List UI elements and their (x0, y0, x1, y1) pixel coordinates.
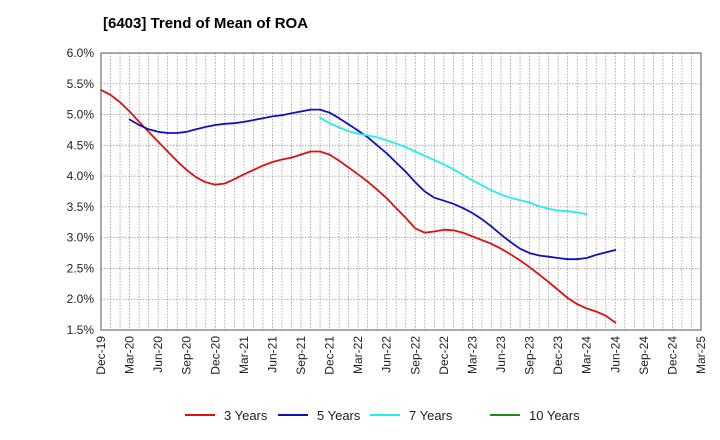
x-tick-label: Sep-24 (637, 336, 651, 375)
series-line-5-years (128, 108, 617, 261)
y-tick-label: 5.5% (67, 77, 95, 91)
x-tick-label: Mar-20 (123, 336, 137, 374)
x-tick-label: Dec-20 (208, 336, 222, 375)
plot-border (100, 52, 702, 331)
x-tick-label: Mar-25 (694, 336, 708, 374)
y-tick-label: 3.0% (67, 231, 95, 245)
y-axis-ticks: 1.5% 2.0% 2.5% 3.0% 3.5% 4.0% 4.5% 5.0% 5.5% 6.0% (67, 46, 95, 337)
x-tick-label: Jun-21 (265, 336, 279, 373)
y-tick-label: 3.5% (67, 200, 95, 214)
x-tick-label: Jun-22 (380, 336, 394, 373)
x-tick-label: Jun-23 (494, 336, 508, 373)
series-lines (100, 89, 617, 324)
legend-label: 3 Years (224, 408, 268, 423)
x-tick-label: Dec-23 (551, 336, 565, 375)
y-tick-label: 6.0% (67, 46, 95, 60)
y-tick-label: 4.5% (67, 138, 95, 152)
x-tick-label: Sep-22 (408, 336, 422, 375)
plot-area (101, 53, 701, 330)
vertical-grid (110, 53, 692, 330)
x-tick-label: Dec-21 (323, 336, 337, 375)
x-tick-label: Mar-21 (237, 336, 251, 374)
x-tick-label: Sep-23 (523, 336, 537, 375)
y-tick-label: 4.0% (67, 169, 95, 183)
y-tick-label: 2.0% (67, 292, 95, 306)
x-tick-label: Mar-24 (580, 336, 594, 374)
x-tick-label: Jun-20 (151, 336, 165, 373)
x-axis-ticks: Dec-19 Mar-20 Jun-20 Sep-20 Dec-20 Mar-21 Jun-… (94, 336, 708, 375)
chart-title: [6403] Trend of Mean of ROA (103, 15, 309, 32)
y-tick-label: 5.0% (67, 108, 95, 122)
x-tick-label: Jun-24 (608, 336, 622, 373)
legend-label: 10 Years (529, 408, 580, 423)
series-line-3-years (100, 89, 617, 324)
y-tick-label: 1.5% (67, 323, 95, 337)
x-tick-label: Mar-23 (465, 336, 479, 374)
x-tick-label: Dec-19 (94, 336, 108, 375)
x-tick-label: Dec-22 (437, 336, 451, 375)
series-line-7-years (319, 116, 588, 216)
x-tick-label: Sep-20 (180, 336, 194, 375)
legend: 3 Years 5 Years 7 Years 10 Years (185, 408, 580, 423)
legend-label: 7 Years (409, 408, 453, 423)
x-tick-label: Mar-22 (351, 336, 365, 374)
legend-label: 5 Years (317, 408, 361, 423)
x-tick-label: Sep-21 (294, 336, 308, 375)
x-tick-label: Dec-24 (665, 336, 679, 375)
y-tick-label: 2.5% (67, 261, 95, 275)
